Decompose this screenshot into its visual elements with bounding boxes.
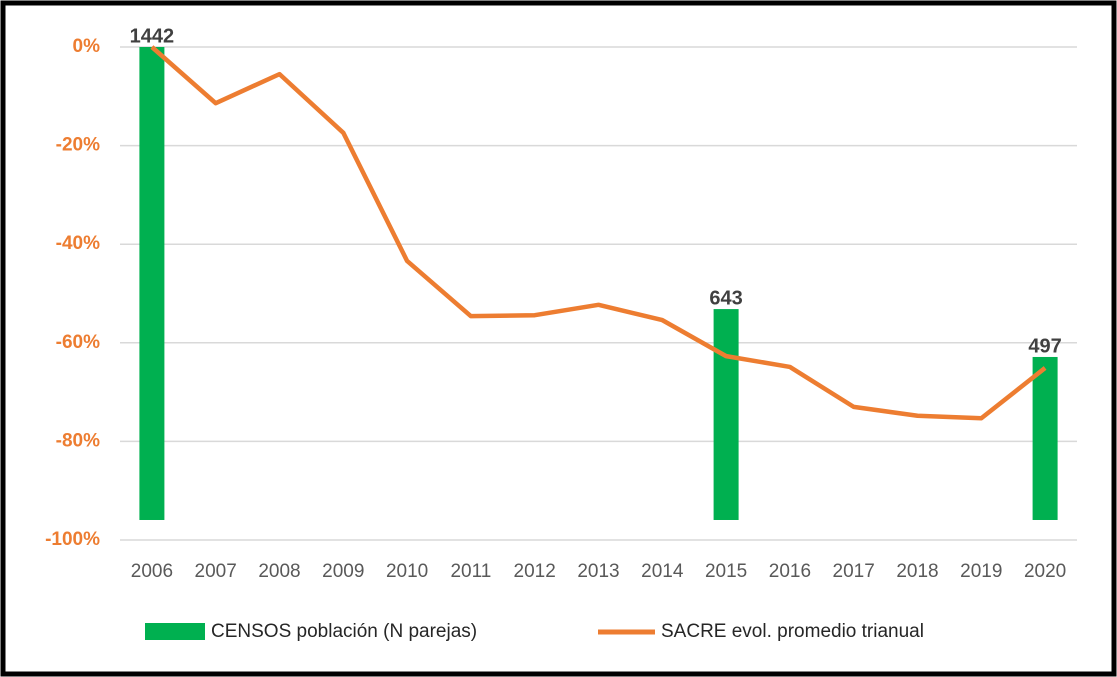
y-tick-label: -60% bbox=[56, 332, 100, 353]
y-tick-label: -40% bbox=[56, 233, 100, 254]
x-tick-label: 2006 bbox=[131, 561, 173, 582]
x-tick-label: 2019 bbox=[960, 561, 1002, 582]
x-tick-label: 2012 bbox=[514, 561, 556, 582]
x-tick-label: 2015 bbox=[705, 561, 747, 582]
x-tick-label: 2020 bbox=[1024, 561, 1066, 582]
x-tick-label: 2013 bbox=[577, 561, 619, 582]
legend-label: CENSOS población (N parejas) bbox=[211, 621, 477, 642]
x-tick-label: 2018 bbox=[896, 561, 938, 582]
x-tick-label: 2011 bbox=[450, 561, 491, 582]
x-tick-label: 2016 bbox=[769, 561, 811, 582]
y-tick-label: -80% bbox=[56, 430, 100, 451]
bar bbox=[713, 309, 739, 520]
x-tick-label: 2009 bbox=[322, 561, 364, 582]
bar bbox=[139, 47, 165, 520]
y-tick-label: -100% bbox=[45, 529, 100, 550]
x-tick-label: 2010 bbox=[386, 561, 428, 582]
x-tick-label: 2014 bbox=[641, 561, 684, 582]
bar bbox=[1032, 356, 1058, 520]
data-label: 497 bbox=[1028, 335, 1061, 357]
data-label: 643 bbox=[709, 287, 742, 309]
y-tick-label: 0% bbox=[73, 36, 101, 57]
line bbox=[150, 45, 1047, 421]
legend-label: SACRE evol. promedio trianual bbox=[661, 621, 924, 642]
x-tick-label: 2008 bbox=[258, 561, 300, 582]
x-tick-label: 2017 bbox=[833, 561, 875, 582]
x-tick-label: 2007 bbox=[195, 561, 237, 582]
y-tick-label: -20% bbox=[56, 135, 100, 156]
data-label: 1442 bbox=[130, 25, 175, 47]
legend-swatch bbox=[145, 623, 205, 640]
